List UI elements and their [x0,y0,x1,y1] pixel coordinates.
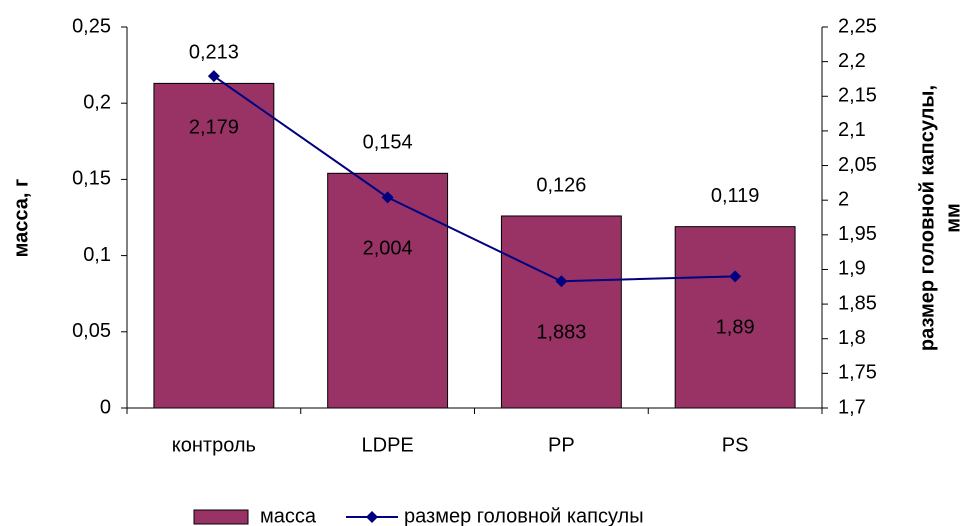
y2-tick-label: 1,75 [838,362,877,384]
line-marker [207,70,220,83]
y2-tick-label: 2,05 [838,154,877,176]
y2-axis-label: размер головной капсулы, [916,85,938,351]
bar-value-label: 0,119 [711,185,760,207]
legend-label: размер головной капсулы [404,505,644,526]
y2-tick-label: 2,1 [838,119,866,141]
line-marker [381,191,394,204]
y2-tick-label: 1,9 [838,258,866,280]
bar-value-label: 0,154 [363,132,413,154]
x-tick-label: PS [722,434,749,456]
y2-tick-label: 1,85 [838,292,877,314]
y-tick-label: 0 [100,396,111,418]
line-value-label: 1,89 [716,317,755,339]
legend-label: масса [260,505,317,526]
bar [327,172,449,409]
line-marker [729,270,742,283]
y2-axis-label: мм [942,203,964,233]
y-axis-label: масса, г [10,179,32,258]
y2-tick-label: 1,95 [838,223,877,245]
y-tick-label: 0,25 [72,15,111,37]
y2-tick-label: 2,2 [838,50,866,72]
line-marker [555,275,568,288]
bar [500,215,622,409]
line-value-label: 2,004 [363,238,413,260]
x-tick-label: PP [548,434,575,456]
y2-tick-label: 1,7 [838,396,866,418]
bar-value-label: 0,126 [536,174,586,196]
y-tick-label: 0,05 [72,320,111,342]
bar [153,82,275,409]
bar-value-label: 0,213 [189,42,239,64]
y-tick-label: 0,15 [72,168,111,190]
bar [674,226,796,409]
line-value-label: 1,883 [536,322,586,344]
x-tick-label: LDPE [362,434,414,456]
y2-tick-label: 1,8 [838,327,866,349]
y-tick-label: 0,2 [83,91,111,113]
y2-tick-label: 2,25 [838,15,877,37]
legend-swatch [193,509,249,525]
line [213,75,736,283]
legend-marker [366,511,378,523]
line-value-label: 2,179 [189,116,239,138]
y2-tick-label: 2 [838,188,849,210]
y-tick-label: 0,1 [83,244,111,266]
x-tick-label: контроль [172,434,256,456]
y2-tick-label: 2,15 [838,85,877,107]
